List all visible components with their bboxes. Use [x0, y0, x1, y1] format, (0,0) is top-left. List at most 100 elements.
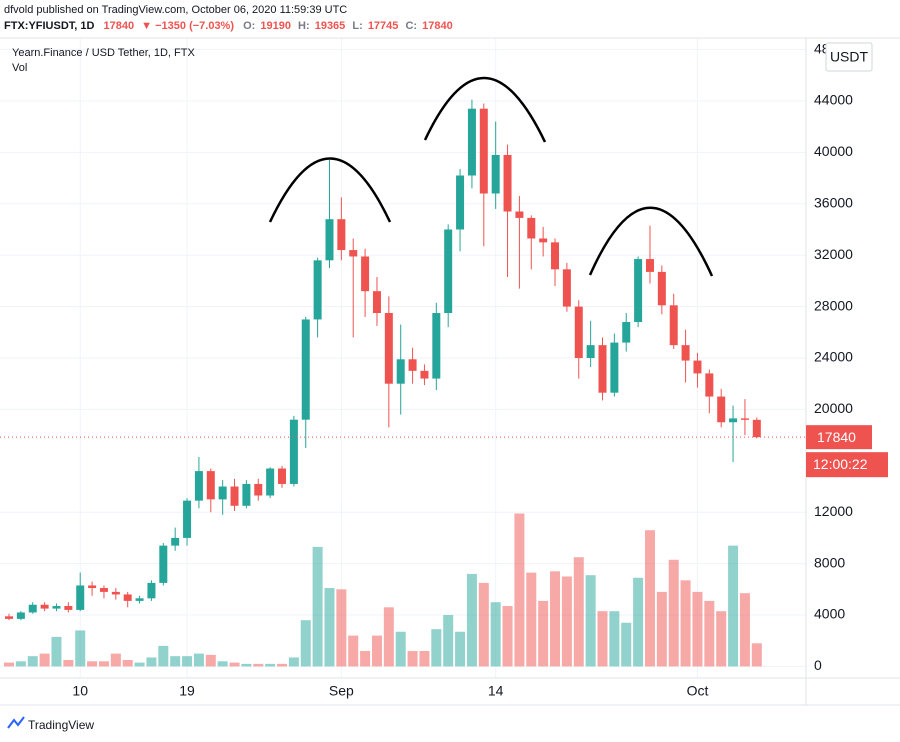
candle-body [705, 373, 714, 397]
volume-bar [324, 588, 335, 667]
volume-bar [621, 622, 632, 667]
candle-body [491, 154, 500, 194]
candle-body [503, 154, 512, 212]
high-label: H: [298, 20, 310, 32]
left-shoulder-arc [268, 157, 392, 223]
candle-body [622, 322, 631, 343]
candle-body [729, 418, 738, 423]
volume-bar [39, 653, 50, 667]
x-tick-label: Sep [329, 683, 354, 699]
volume-bar [170, 656, 181, 667]
volume-bar [110, 653, 121, 667]
candle-body [147, 582, 156, 599]
close-value: 17840 [422, 20, 453, 32]
volume-bar [609, 611, 620, 667]
volume-legend: Vol [12, 62, 27, 74]
volume-bar [455, 631, 466, 667]
head-arc [423, 76, 547, 143]
candle-body [384, 313, 393, 384]
volume-bar [550, 571, 561, 667]
y-tick-label: 8000 [814, 554, 845, 570]
candle-body [456, 175, 465, 230]
close-label: C: [405, 20, 417, 32]
volume-bar [668, 559, 679, 667]
candle-body [16, 612, 25, 619]
x-tick-label: Oct [687, 683, 709, 699]
candle-body [88, 585, 97, 589]
volume-bar [419, 651, 430, 667]
volume-bar [15, 661, 26, 667]
candle-body [64, 606, 73, 610]
x-tick-label: 14 [488, 683, 504, 699]
volume-bar [490, 602, 501, 667]
candle-body [539, 238, 548, 243]
volume-bar [288, 657, 299, 667]
candle-body [301, 319, 310, 420]
candle-body [681, 345, 690, 361]
volume-bar [561, 576, 572, 667]
candle-body [586, 345, 595, 358]
volume-bar [395, 631, 406, 667]
volume-bar [348, 635, 359, 667]
volume-bar [217, 661, 228, 667]
candle-body [598, 345, 607, 393]
candle-body [76, 585, 85, 610]
countdown-box [806, 452, 888, 478]
volume-bar [98, 661, 109, 667]
volume-bar [478, 582, 489, 667]
volume-bar [514, 513, 525, 667]
footer-logo: TradingView [7, 716, 94, 732]
right-shoulder-arc [588, 206, 714, 277]
candle-body [159, 545, 168, 583]
volume-bar [63, 660, 74, 667]
candle-body [171, 537, 180, 546]
volume-bar [597, 611, 608, 667]
volume-bar [573, 557, 584, 667]
volume-bar [466, 573, 477, 667]
open-value: 19190 [260, 20, 291, 32]
candle-body [206, 471, 215, 500]
candle-body [740, 418, 749, 420]
countdown-label: 12:00:22 [813, 456, 868, 472]
x-tick-label: 10 [72, 683, 88, 699]
volume-bar [27, 656, 38, 667]
low-value: 17745 [368, 20, 399, 32]
candle-body [242, 483, 251, 506]
candle-body [28, 604, 37, 613]
currency-box[interactable] [825, 42, 873, 72]
candle-body [551, 242, 560, 270]
volume-bar [538, 600, 549, 667]
candle-body [325, 219, 334, 261]
candle-body [218, 486, 227, 500]
currency-label[interactable]: USDT [830, 49, 869, 65]
y-tick-label: 0 [814, 657, 822, 673]
volume-bar [680, 580, 691, 667]
volume-bar [526, 572, 537, 667]
candle-body [52, 606, 61, 609]
volume-bar [739, 593, 750, 667]
grid [0, 38, 806, 678]
candle-body [717, 396, 726, 423]
volume-bar [383, 607, 394, 667]
volume-bar [407, 651, 418, 667]
candle-body [183, 500, 192, 538]
low-label: L: [352, 20, 362, 32]
volume-bar [336, 589, 347, 667]
logo-icon [7, 716, 25, 729]
footer-brand: TradingView [28, 718, 94, 732]
candle-body [99, 588, 108, 592]
candle-body [194, 471, 203, 501]
volume-bar [134, 662, 145, 667]
volume-bar [253, 663, 264, 667]
y-tick-label: 36000 [814, 194, 853, 210]
change: ▼ −1350 (−7.03%) [141, 20, 234, 32]
candle-body [278, 468, 287, 484]
candle-body [40, 604, 49, 609]
volume-bars [4, 513, 762, 667]
candle-body [230, 486, 239, 506]
volume-bar [87, 661, 98, 667]
candle-body [361, 256, 370, 292]
candle-body [266, 468, 275, 496]
symbol: FTX:YFIUSDT, 1D [4, 20, 95, 32]
